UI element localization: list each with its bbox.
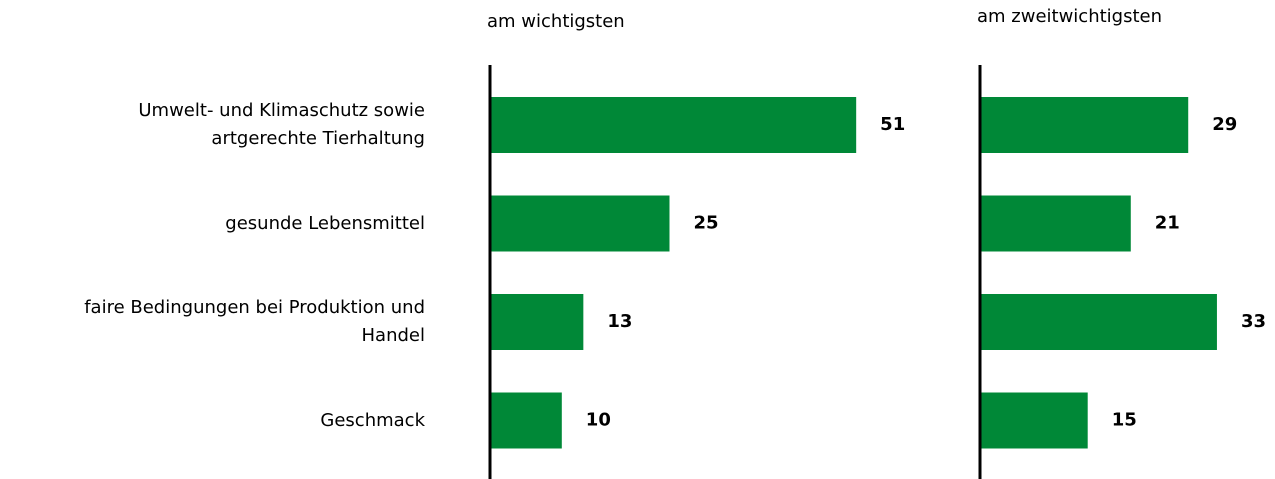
value-label: 13 [607, 311, 632, 332]
bar [980, 97, 1189, 153]
category-label: Umwelt- und Klimaschutz sowie artgerecht… [138, 100, 425, 149]
bar [490, 392, 562, 449]
value-label: 29 [1212, 114, 1237, 135]
panel-title: am wichtigsten [487, 11, 625, 32]
bar [490, 97, 857, 153]
bar [980, 195, 1131, 252]
bar [490, 294, 584, 350]
category-label: faire Bedingungen bei Produktion und Han… [84, 297, 425, 346]
bar [490, 195, 670, 252]
bar [980, 392, 1088, 449]
value-label: 10 [586, 410, 611, 431]
category-label: Geschmack [320, 409, 425, 431]
value-label: 51 [880, 114, 905, 135]
category-label: gesunde Lebensmittel [225, 212, 425, 234]
value-label: 33 [1241, 311, 1266, 332]
value-label: 15 [1112, 410, 1137, 431]
value-label: 25 [694, 213, 719, 234]
panel-title: am zweitwichtigsten [977, 6, 1162, 27]
bar [980, 294, 1217, 350]
value-label: 21 [1155, 213, 1180, 234]
